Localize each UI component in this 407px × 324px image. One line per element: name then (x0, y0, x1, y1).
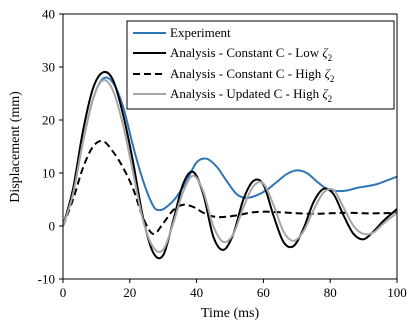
zeta-symbol: ζ (322, 45, 328, 60)
plot-area-frame (62, 13, 398, 280)
legend-label-main: Experiment (170, 25, 231, 40)
legend-label-main: Analysis - Constant C - Low (170, 45, 322, 60)
x-axis-title: Time (ms) (201, 306, 260, 321)
y-tick-label: 0 (49, 219, 56, 234)
x-tick-label: 40 (190, 285, 203, 300)
tick-layer: 0 20 40 60 80 100 -10 0 10 20 30 40 (38, 7, 407, 301)
legend-label-subscript: 2 (328, 94, 333, 104)
zeta-symbol: ζ (322, 86, 328, 101)
y-tick-label: 20 (42, 113, 55, 128)
legend-label-subscript: 2 (328, 53, 333, 63)
series-line-constant-c-low-zeta (62, 70, 398, 260)
series-layer (62, 70, 398, 260)
x-tick-label: 80 (324, 285, 337, 300)
y-axis-title: Displacement (mm) (8, 91, 23, 203)
x-tick-label: 60 (257, 285, 270, 300)
x-tick-label: 0 (60, 285, 67, 300)
legend-label-constant-c-low-zeta: Analysis - Constant C - Low ζ2 (170, 45, 332, 63)
zeta-symbol: ζ (325, 66, 331, 81)
series-line-updated-c-high-zeta (62, 79, 398, 254)
y-tick-label: 30 (42, 60, 55, 75)
legend-label-updated-c-high-zeta: Analysis - Updated C - High ζ2 (170, 86, 332, 104)
y-tick-label: 40 (42, 7, 55, 22)
y-tick-label: -10 (38, 272, 55, 287)
series-line-constant-c-high-zeta (62, 139, 398, 235)
x-tick-label: 100 (387, 285, 407, 300)
legend-label-main: Analysis - Updated C - High (170, 86, 322, 101)
legend-label-subscript: 2 (330, 74, 335, 84)
legend-label-experiment: Experiment (170, 25, 231, 40)
legend-label-constant-c-high-zeta: Analysis - Constant C - High ζ2 (170, 66, 334, 84)
legend-label-main: Analysis - Constant C - High (170, 66, 325, 81)
y-tick-label: 10 (42, 166, 55, 181)
series-line-experiment (62, 76, 398, 227)
legend-box (126, 20, 395, 110)
x-tick-label: 20 (123, 285, 136, 300)
